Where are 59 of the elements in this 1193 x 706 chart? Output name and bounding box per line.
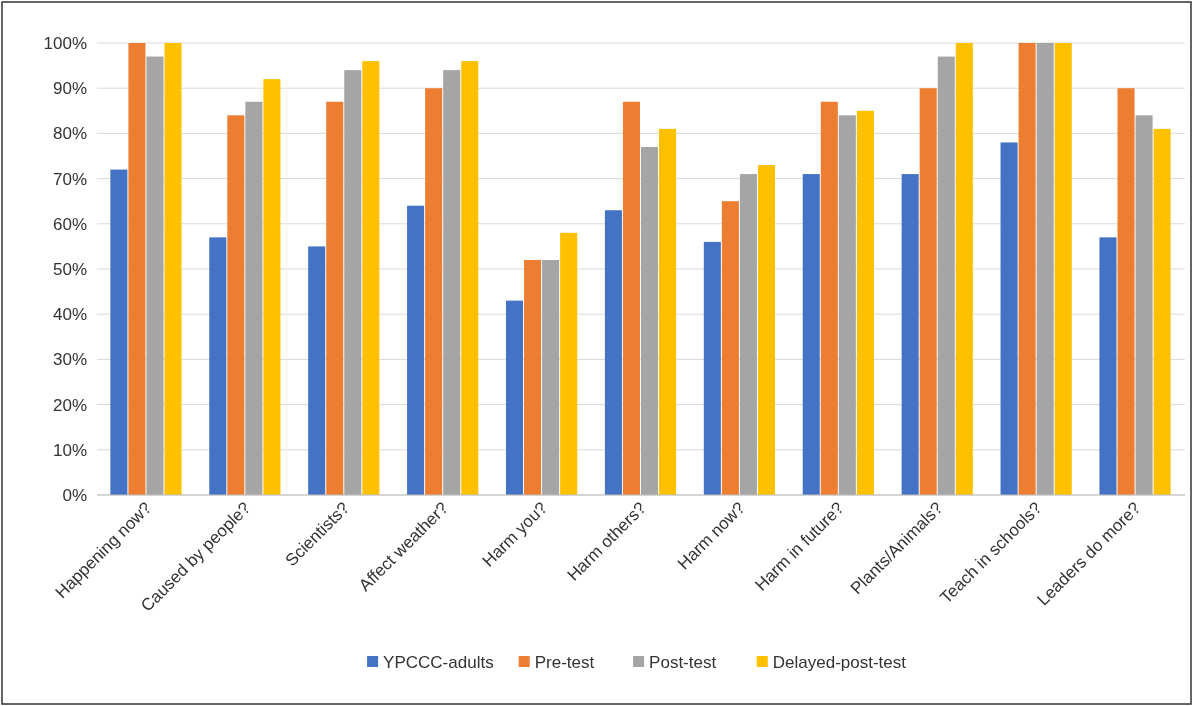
y-tick-label: 70% bbox=[52, 169, 87, 189]
bar bbox=[919, 88, 937, 495]
bar bbox=[461, 61, 479, 495]
bar bbox=[1036, 43, 1054, 495]
bar bbox=[622, 101, 640, 495]
bar bbox=[209, 237, 227, 495]
bar bbox=[245, 101, 263, 495]
y-tick-label: 0% bbox=[62, 485, 87, 505]
bar bbox=[1099, 237, 1117, 495]
bar bbox=[820, 101, 838, 495]
legend-label: Delayed-post-test bbox=[772, 652, 907, 672]
bar bbox=[164, 43, 182, 495]
bar bbox=[1117, 88, 1135, 495]
bar bbox=[739, 174, 757, 495]
bar bbox=[1054, 43, 1072, 495]
y-tick-label: 90% bbox=[52, 79, 87, 99]
y-tick-label: 50% bbox=[52, 259, 87, 279]
bar bbox=[308, 246, 326, 495]
bar bbox=[263, 79, 281, 495]
bar bbox=[802, 174, 820, 495]
bar bbox=[641, 146, 659, 495]
y-tick-label: 60% bbox=[52, 214, 87, 234]
bar bbox=[955, 43, 973, 495]
bar bbox=[856, 110, 874, 495]
bar bbox=[560, 232, 578, 495]
bar bbox=[128, 43, 146, 495]
bar bbox=[604, 210, 622, 495]
bar bbox=[362, 61, 380, 495]
bar bbox=[838, 115, 856, 495]
legend-label: Pre-test bbox=[534, 652, 595, 672]
bar bbox=[425, 88, 443, 495]
bar bbox=[901, 174, 919, 495]
bar bbox=[1135, 115, 1153, 495]
bar bbox=[110, 169, 128, 495]
legend-label: YPCCC-adults bbox=[383, 652, 494, 672]
bar bbox=[1018, 43, 1036, 495]
y-tick-label: 10% bbox=[52, 440, 87, 460]
bar bbox=[505, 300, 524, 495]
y-tick-label: 80% bbox=[52, 124, 87, 144]
bar bbox=[443, 70, 461, 495]
legend-label: Post-test bbox=[649, 652, 717, 672]
bar bbox=[146, 56, 164, 495]
y-tick-label: 30% bbox=[52, 350, 87, 370]
bar bbox=[407, 205, 425, 495]
bar bbox=[937, 56, 955, 495]
bar bbox=[326, 101, 344, 495]
y-tick-label: 20% bbox=[52, 395, 87, 415]
bar bbox=[542, 259, 560, 495]
bar bbox=[1153, 128, 1171, 495]
bar bbox=[227, 115, 245, 495]
bar bbox=[757, 165, 776, 495]
bar bbox=[1000, 142, 1018, 495]
bar bbox=[721, 201, 739, 495]
bar bbox=[703, 241, 721, 495]
bar bbox=[524, 259, 542, 495]
y-tick-label: 100% bbox=[43, 33, 87, 53]
bar bbox=[659, 128, 677, 495]
bar bbox=[344, 70, 362, 495]
y-tick-label: 40% bbox=[52, 305, 87, 325]
